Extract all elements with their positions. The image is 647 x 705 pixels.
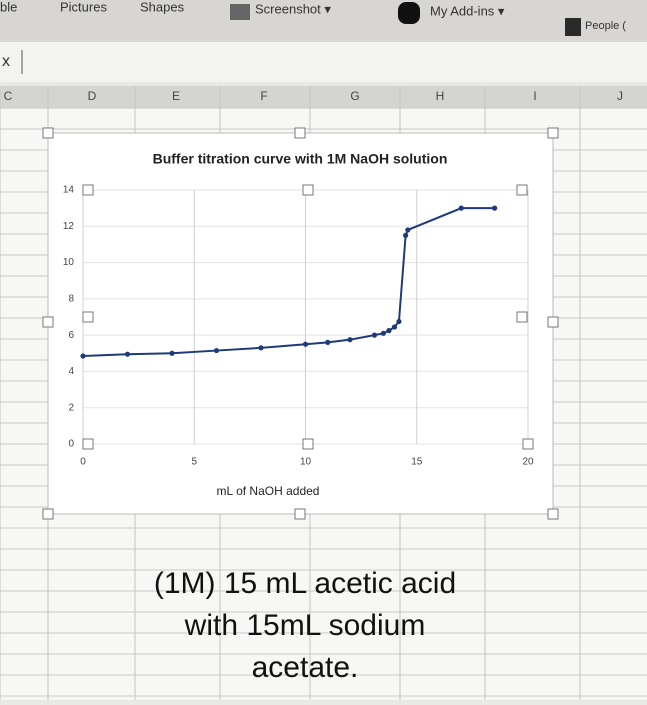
column-header[interactable]: J: [617, 89, 623, 103]
ribbon: [0, 0, 647, 42]
data-point: [386, 328, 392, 334]
y-tick-label: 14: [63, 185, 75, 196]
column-header-row: [0, 86, 647, 108]
data-point: [396, 318, 402, 325]
y-tick-label: 6: [68, 330, 74, 341]
caption-line: (1M) 15 mL acetic acid: [154, 567, 456, 600]
data-point: [391, 324, 398, 330]
column-header[interactable]: E: [172, 89, 180, 103]
chart-title: Buffer titration curve with 1M NaOH solu…: [153, 151, 448, 167]
x-tick-label: 15: [411, 457, 423, 468]
ribbon-button[interactable]: My Add-ins ▾: [430, 3, 505, 18]
resize-handle[interactable]: [82, 438, 94, 450]
x-tick-label: 5: [191, 457, 197, 468]
column-header[interactable]: G: [350, 89, 359, 103]
ribbon-button[interactable]: Screenshot ▾: [255, 1, 331, 16]
data-point: [302, 341, 309, 347]
data-point: [347, 337, 353, 343]
data-point: [405, 227, 411, 233]
icon: [230, 4, 250, 20]
ribbon-button[interactable]: People (: [585, 20, 626, 32]
x-tick-label: 10: [300, 457, 312, 468]
data-point: [213, 347, 220, 354]
data-point: [258, 345, 264, 351]
y-tick-label: 10: [63, 257, 75, 268]
data-point: [458, 205, 464, 211]
resize-handle[interactable]: [547, 508, 559, 520]
x-tick-label: 0: [80, 457, 86, 468]
resize-handle[interactable]: [42, 316, 54, 328]
resize-handle[interactable]: [302, 438, 314, 450]
y-tick-label: 4: [68, 366, 74, 377]
column-header[interactable]: H: [436, 89, 445, 103]
column-header[interactable]: C: [4, 89, 13, 103]
x-tick-label: 20: [522, 457, 534, 468]
column-header[interactable]: D: [88, 89, 97, 103]
ribbon-button[interactable]: Pictures: [60, 0, 107, 14]
data-point: [380, 330, 386, 336]
resize-handle[interactable]: [522, 438, 534, 450]
data-point: [325, 339, 331, 345]
y-tick-label: 12: [63, 221, 75, 232]
resize-handle[interactable]: [547, 316, 559, 328]
resize-handle[interactable]: [294, 508, 306, 520]
formula-bar: [0, 42, 647, 82]
resize-handle[interactable]: [516, 184, 528, 196]
icon: [398, 2, 420, 24]
y-tick-label: 8: [68, 293, 74, 304]
resize-handle[interactable]: [42, 127, 54, 139]
data-point: [492, 205, 498, 211]
column-header[interactable]: I: [533, 89, 536, 103]
formula-text: x: [2, 53, 10, 70]
resize-handle[interactable]: [294, 127, 306, 139]
resize-handle[interactable]: [302, 184, 314, 196]
data-point: [124, 351, 131, 357]
x-axis-label: mL of NaOH added: [217, 484, 320, 498]
data-point: [403, 232, 409, 238]
caption-line: acetate.: [252, 651, 359, 684]
caption-line: with 15mL sodium: [184, 609, 426, 642]
y-tick-label: 0: [68, 439, 74, 450]
icon: [565, 18, 581, 36]
data-point: [371, 332, 378, 338]
resize-handle[interactable]: [82, 311, 94, 323]
data-point: [169, 350, 175, 356]
data-point: [80, 353, 86, 359]
resize-handle[interactable]: [42, 508, 54, 520]
resize-handle[interactable]: [516, 311, 528, 323]
resize-handle[interactable]: [547, 127, 559, 139]
column-header[interactable]: F: [260, 89, 267, 103]
y-tick-label: 2: [68, 402, 74, 413]
ribbon-button[interactable]: Shapes: [140, 0, 185, 14]
ribbon-button[interactable]: ble: [0, 0, 17, 14]
resize-handle[interactable]: [82, 184, 94, 196]
